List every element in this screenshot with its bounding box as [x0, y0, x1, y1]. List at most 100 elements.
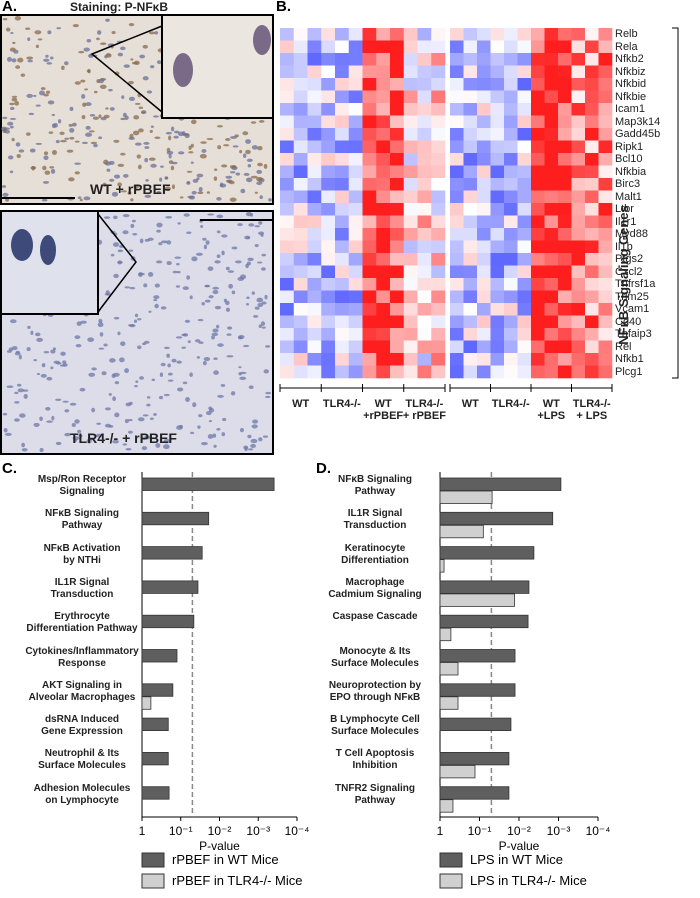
heatmap-cell — [431, 115, 446, 129]
heatmap-cell — [477, 303, 491, 316]
heatmap-cell — [348, 240, 363, 254]
x-tick-label: 10⁻⁴ — [586, 824, 611, 838]
x-tick-label: 10⁻¹ — [169, 824, 193, 838]
heatmap-cell — [348, 215, 363, 229]
heatmap-cell — [403, 115, 418, 129]
bar — [439, 593, 515, 607]
heatmap-cell — [362, 265, 377, 279]
heatmap-cell — [362, 28, 377, 41]
nucleus — [99, 332, 104, 337]
category-label: Neutrophil & Its Surface Molecules — [38, 748, 126, 772]
heatmap-cell — [450, 190, 464, 204]
nucleus — [242, 344, 250, 348]
nucleus — [74, 171, 80, 175]
category-label: Adhesion Molecules on Lymphocyte — [33, 782, 131, 806]
nucleus — [137, 318, 142, 321]
panel-label: B. — [276, 0, 291, 15]
bar — [141, 511, 210, 526]
nucleus — [238, 366, 242, 369]
nucleus — [198, 414, 203, 418]
nucleus — [122, 112, 127, 118]
heatmap-cell — [477, 240, 491, 254]
heatmap-cell — [390, 103, 405, 116]
nucleus — [181, 346, 187, 349]
nucleus — [262, 435, 269, 438]
heatmap-cell — [585, 153, 599, 166]
nucleus — [192, 178, 199, 183]
nucleus — [200, 141, 207, 144]
category-label: NFκB Activation by NTHi — [43, 542, 121, 566]
heatmap-cell — [431, 90, 446, 104]
heatmap-cell — [321, 90, 336, 104]
heatmap-cell — [558, 165, 572, 179]
nucleus — [141, 446, 148, 451]
heatmap-cell — [504, 115, 518, 129]
nucleus — [217, 343, 224, 347]
nucleus — [142, 76, 149, 81]
heatmap-cell — [431, 103, 446, 116]
heatmap-cell — [280, 103, 295, 116]
heatmap-cell — [531, 115, 545, 129]
heatmap-cell — [376, 353, 391, 366]
heatmap-cell — [417, 315, 432, 329]
heatmap-cell — [390, 40, 405, 54]
heatmap-cell — [335, 240, 350, 254]
nucleus — [214, 305, 222, 310]
heatmap-cell — [477, 190, 491, 204]
nucleus — [61, 65, 65, 70]
heatmap-cell — [431, 65, 446, 79]
heatmap-cell — [403, 303, 418, 316]
nucleus — [204, 299, 211, 303]
nucleus — [129, 324, 136, 328]
nucleus — [184, 319, 191, 323]
nucleus — [144, 146, 150, 149]
nucleus — [128, 96, 135, 101]
heatmap-cell — [376, 228, 391, 241]
nucleus — [20, 73, 26, 77]
nucleus — [128, 401, 133, 405]
heatmap-cell — [571, 115, 586, 129]
nucleus — [216, 427, 221, 431]
heatmap-cell — [571, 290, 586, 304]
heatmap-cell — [376, 40, 391, 54]
heatmap-cell — [598, 340, 613, 354]
nucleus — [89, 113, 96, 117]
heatmap-cell — [293, 265, 308, 279]
heatmap-cell — [598, 78, 613, 91]
nucleus — [132, 130, 140, 136]
heatmap-cell — [293, 228, 308, 241]
heatmap-cell — [598, 178, 613, 191]
nucleus — [104, 216, 111, 219]
heatmap-cell — [463, 103, 478, 116]
heatmap-cell — [321, 240, 336, 254]
heatmap-cell — [335, 253, 350, 266]
heatmap-cell — [490, 153, 505, 166]
heatmap-cell — [585, 240, 599, 254]
heatmap-cell — [504, 353, 518, 366]
nucleus — [113, 316, 120, 320]
nucleus — [10, 31, 14, 35]
nucleus — [120, 341, 126, 347]
heatmap-cell — [450, 40, 464, 54]
heatmap-cell — [307, 178, 322, 191]
heatmap-cell — [376, 140, 391, 154]
nucleus — [45, 90, 51, 94]
category-label: IL1R Signal Transduction — [343, 508, 407, 532]
nucleus — [228, 283, 234, 289]
gene-label: Nfkbia — [615, 165, 647, 178]
nucleus — [5, 27, 11, 32]
nucleus — [64, 409, 70, 413]
heatmap-cell — [558, 203, 572, 216]
heatmap-cell — [531, 140, 545, 154]
x-tick-label: 10⁻² — [208, 824, 232, 838]
nucleus — [198, 186, 203, 192]
bar — [439, 696, 459, 710]
nucleus — [254, 225, 261, 228]
group-label: TLR4-/- + LPS — [572, 398, 611, 422]
heatmap-cell — [463, 328, 478, 341]
nucleus — [27, 37, 31, 42]
heatmap-cell — [477, 328, 491, 341]
nucleus — [96, 79, 101, 84]
nucleus — [41, 363, 46, 368]
heatmap-cell — [362, 365, 377, 379]
